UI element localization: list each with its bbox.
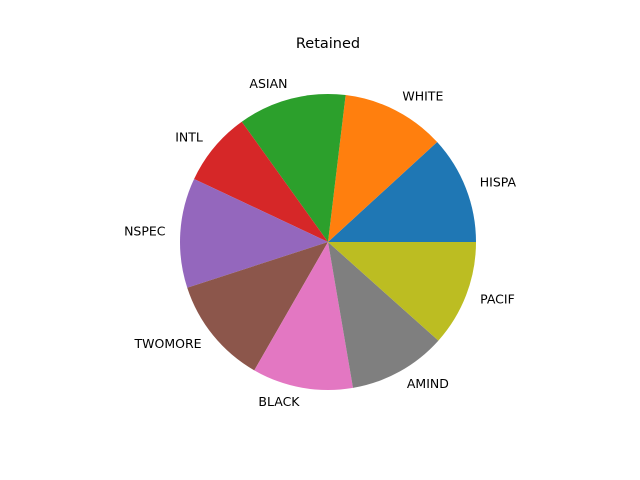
pie-slices: [179, 93, 476, 391]
slice-label-black: BLACK: [258, 394, 300, 409]
slice-label-amind: AMIND: [407, 376, 449, 391]
slice-label-hispa: HISPA: [480, 175, 517, 190]
pie-slice-nspec: [179, 178, 328, 288]
slice-label-white: WHITE: [402, 89, 443, 104]
pie-slice-black: [254, 242, 353, 391]
pie-slice-asian: [241, 93, 346, 242]
slice-label-asian: ASIAN: [249, 76, 287, 91]
pie-slice-amind: [328, 242, 439, 388]
slice-label-twomore: TWOMORE: [134, 336, 202, 351]
chart-title: Retained: [296, 36, 360, 52]
pie-labels: HISPA WHITE ASIAN INTL NSPEC TWOMORE BLACK AMIN…: [124, 76, 516, 409]
slice-label-intl: INTL: [175, 129, 203, 144]
pie-slice-white: [328, 95, 438, 242]
pie-slice-twomore: [187, 242, 328, 371]
pie-slice-intl: [194, 121, 328, 242]
pie-slice-pacif: [328, 242, 476, 341]
pie-slice-hispa: [328, 142, 476, 242]
slice-label-nspec: NSPEC: [124, 223, 166, 238]
slice-label-pacif: PACIF: [480, 292, 515, 307]
